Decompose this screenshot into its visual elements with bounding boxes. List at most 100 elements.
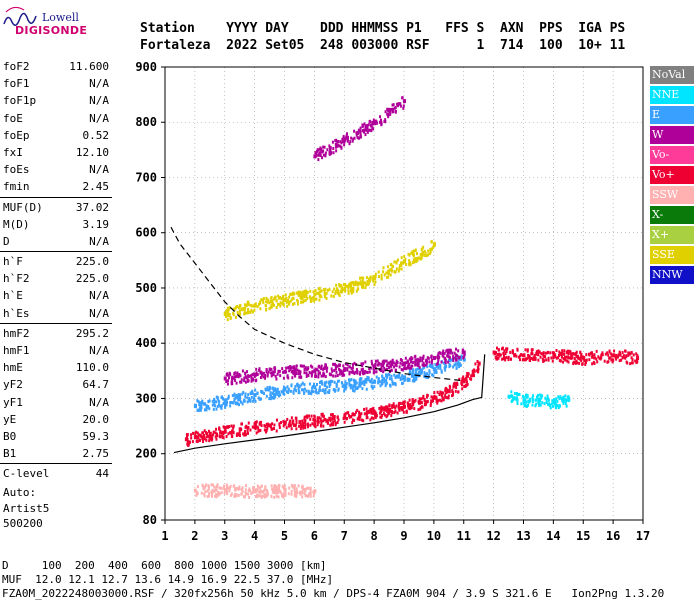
echo-point — [217, 491, 220, 495]
echo-point — [262, 300, 265, 304]
echo-point — [381, 374, 384, 378]
param-name: fmin — [3, 180, 30, 194]
echo-point — [289, 423, 292, 427]
param-row: hmE 110.0 — [0, 359, 112, 376]
echo-point — [449, 364, 452, 368]
echo-point — [448, 355, 451, 359]
echo-point — [309, 297, 312, 301]
series-point — [552, 400, 556, 405]
echo-point — [530, 352, 533, 356]
echo-point — [396, 411, 399, 415]
echo-point — [305, 389, 308, 393]
series-point — [403, 259, 406, 264]
echo-point — [318, 152, 321, 156]
legend-item: NNW — [650, 266, 694, 284]
echo-point — [348, 370, 351, 374]
echo-point — [551, 399, 554, 403]
echo-point — [255, 420, 258, 424]
echo-point — [271, 391, 274, 395]
echo-point — [540, 396, 543, 400]
echo-point — [401, 406, 404, 410]
echo-point — [217, 403, 220, 407]
echo-point — [258, 422, 261, 426]
echo-point — [427, 356, 430, 360]
echo-point — [374, 359, 377, 363]
echo-point — [574, 353, 577, 357]
echo-point — [402, 410, 405, 414]
echo-point — [344, 289, 347, 293]
echo-point — [185, 435, 188, 439]
echo-point — [336, 415, 339, 419]
series-point — [343, 383, 347, 388]
echo-point — [391, 404, 394, 408]
echo-point — [570, 353, 573, 357]
echo-point — [366, 130, 369, 134]
echo-point — [273, 370, 276, 374]
echo-point — [344, 412, 347, 416]
echo-point — [454, 383, 457, 387]
param-value: N/A — [89, 163, 109, 177]
echo-point — [371, 120, 374, 124]
echo-point — [560, 396, 563, 400]
echo-point — [206, 489, 209, 493]
echo-point — [355, 133, 358, 137]
echo-point — [380, 408, 383, 412]
echo-point — [401, 377, 404, 381]
echo-point — [293, 365, 296, 369]
echo-point — [228, 306, 231, 310]
echo-point — [357, 385, 360, 389]
echo-point — [537, 358, 540, 362]
echo-point — [362, 282, 365, 286]
echo-point — [282, 300, 285, 304]
echo-point — [395, 364, 398, 368]
echo-point — [237, 374, 240, 378]
echo-point — [275, 299, 278, 303]
echo-point — [302, 421, 305, 425]
echo-point — [200, 491, 203, 495]
echo-point — [300, 292, 303, 296]
echo-point — [394, 363, 397, 367]
echo-point — [196, 431, 199, 435]
echo-point — [409, 406, 412, 410]
echo-point — [233, 397, 236, 401]
echo-point — [394, 110, 397, 114]
echo-point — [279, 374, 282, 378]
echo-point — [373, 283, 376, 287]
echo-point — [262, 375, 265, 379]
echo-point — [238, 306, 241, 310]
echo-point — [232, 426, 235, 430]
echo-point — [371, 407, 374, 411]
echo-point — [328, 372, 331, 376]
echo-point — [543, 402, 546, 406]
echo-point — [423, 253, 426, 257]
echo-point — [370, 129, 373, 133]
echo-point — [634, 359, 637, 363]
echo-point — [392, 402, 395, 406]
echo-point — [411, 379, 414, 383]
echo-point — [441, 351, 444, 355]
echo-point — [452, 393, 455, 397]
echo-point — [304, 426, 307, 430]
echo-point — [411, 250, 414, 254]
echo-point — [424, 251, 427, 255]
series-point — [283, 488, 287, 493]
echo-point — [266, 493, 269, 497]
echo-point — [350, 286, 353, 290]
echo-point — [430, 395, 433, 399]
echo-point — [280, 297, 283, 301]
echo-point — [616, 355, 619, 359]
echo-point — [568, 356, 571, 360]
echo-point — [449, 351, 452, 355]
echo-point — [252, 304, 255, 308]
echo-point — [256, 489, 259, 493]
echo-point — [227, 486, 230, 490]
echo-point — [501, 346, 504, 350]
echo-point — [581, 362, 584, 366]
echo-point — [447, 394, 450, 398]
footer-file-info: FZA0M_2022248003000.RSF / 320fx256h 50 k… — [2, 587, 665, 600]
echo-point — [264, 424, 267, 428]
echo-point — [314, 297, 317, 301]
echo-point — [425, 254, 428, 258]
echo-point — [213, 399, 216, 403]
echo-point — [408, 259, 411, 263]
